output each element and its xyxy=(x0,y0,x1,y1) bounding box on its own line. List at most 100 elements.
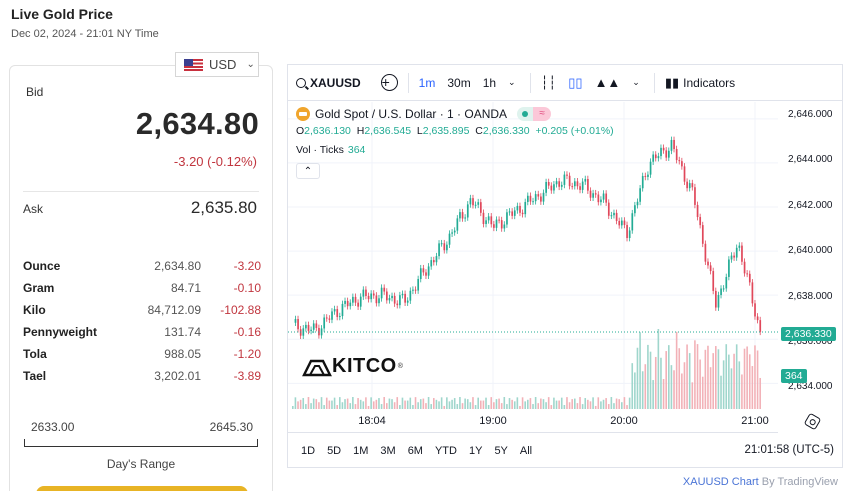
indicators-label: Indicators xyxy=(683,75,736,90)
divider xyxy=(23,191,259,192)
timeframe-more-chevron-icon[interactable]: ⌄ xyxy=(508,77,516,87)
unit-name: Gram xyxy=(23,281,55,295)
unit-name: Kilo xyxy=(23,303,46,317)
unit-change: -102.88 xyxy=(220,303,261,317)
legend-title: Gold Spot / U.S. Dollar · 1 · OANDA xyxy=(315,107,508,121)
divider xyxy=(407,72,409,93)
price-axis-label: 2,636.000 xyxy=(788,336,833,347)
unit-row-tola: Tola 988.05 -1.20 xyxy=(23,343,261,365)
high-value: 2,636.545 xyxy=(364,125,412,137)
range-5d[interactable]: 5D xyxy=(327,445,342,457)
chart-link[interactable]: XAUUSD Chart xyxy=(682,476,759,488)
time-axis[interactable]: 18:04 19:00 20:00 21:00 xyxy=(288,409,778,433)
currency-dropdown[interactable]: USD ⌄ xyxy=(175,52,259,77)
range-ytd[interactable]: YTD xyxy=(434,445,457,457)
area-chart-style-icon[interactable]: ▲▲ xyxy=(594,75,621,90)
unit-price: 3,202.01 xyxy=(154,369,201,383)
chart-clock[interactable]: 21:01:58 (UTC-5) xyxy=(744,444,834,456)
unit-change: -0.16 xyxy=(233,325,261,339)
unit-price: 988.05 xyxy=(164,347,201,361)
symbol-search-button[interactable]: XAUUSD xyxy=(296,76,361,90)
compare-add-button[interactable]: + xyxy=(380,74,398,91)
range-1y[interactable]: 1Y xyxy=(468,445,483,457)
chart-legend: Gold Spot / U.S. Dollar · 1 · OANDA ≈ xyxy=(296,107,552,121)
day-range-low: 2633.00 xyxy=(31,420,75,434)
kitco-watermark: KITCO ® xyxy=(302,355,403,378)
divider xyxy=(653,72,655,93)
delayed-data-icon: ≈ xyxy=(533,107,552,121)
range-all[interactable]: All xyxy=(519,445,533,457)
chevron-down-icon: ⌄ xyxy=(246,59,255,70)
unit-name: Tael xyxy=(23,369,47,383)
close-label: C xyxy=(475,125,483,137)
ask-label: Ask xyxy=(23,202,44,216)
market-status-pill[interactable]: ≈ xyxy=(517,107,552,121)
range-1m[interactable]: 1M xyxy=(353,445,369,457)
ohlc-values: O2,636.130 H2,636.545 L2,635.895 C2,636.… xyxy=(296,125,614,137)
indicators-button[interactable]: ▮▮ Indicators xyxy=(665,75,735,91)
symbol-label: XAUUSD xyxy=(310,75,361,90)
gold-icon xyxy=(296,107,310,121)
unit-change: -3.89 xyxy=(233,369,261,383)
market-open-dot-icon xyxy=(517,107,534,121)
open-value: 2,636.130 xyxy=(304,125,351,137)
range-3m[interactable]: 3M xyxy=(380,445,396,457)
unit-price: 84,712.09 xyxy=(147,303,201,317)
timeframe-1m[interactable]: 1m xyxy=(418,75,436,90)
chevron-up-icon: ⌃ xyxy=(303,166,313,177)
unit-price-table: Ounce 2,634.80 -3.20 Gram 84.71 -0.10 Ki… xyxy=(23,255,261,387)
chart-toolbar: XAUUSD + 1m 30m 1h ⌄ ┆┆ ▯▯ ▲▲ ⌄ ▮▮ Indic… xyxy=(288,65,842,101)
open-label: O xyxy=(296,125,305,137)
attribution-by: By TradingView xyxy=(758,476,838,488)
chart-style-chevron-icon[interactable]: ⌄ xyxy=(632,77,640,87)
indicators-icon: ▮▮ xyxy=(664,74,680,90)
page-title: Live Gold Price xyxy=(11,6,113,22)
chart-settings-gear-icon[interactable] xyxy=(803,412,822,431)
price-axis-label: 2,634.000 xyxy=(788,381,833,392)
unit-price: 2,634.80 xyxy=(154,259,201,273)
range-6m[interactable]: 6M xyxy=(407,445,423,457)
ask-value: 2,635.80 xyxy=(190,198,257,217)
tradingview-attribution: XAUUSD Chart By TradingView xyxy=(683,476,838,488)
kitco-logo-icon xyxy=(302,359,332,376)
bid-change: -3.20 (-0.12%) xyxy=(173,154,257,169)
day-range-label: Day's Range xyxy=(106,457,176,471)
low-label: L xyxy=(416,125,423,137)
range-1d[interactable]: 1D xyxy=(301,445,316,457)
close-value: 2,636.330 xyxy=(482,125,530,137)
unit-row-kilo: Kilo 84,712.09 -102.88 xyxy=(23,299,261,321)
volume-value: 364 xyxy=(347,144,366,156)
unit-change: -1.20 xyxy=(233,347,261,361)
time-axis-label: 20:00 xyxy=(610,415,638,427)
unit-name: Ounce xyxy=(23,259,61,273)
registered-mark: ® xyxy=(397,363,403,370)
time-axis-label: 21:00 xyxy=(741,415,769,427)
change-value: +0.205 (+0.01%) xyxy=(535,125,614,137)
bid-label: Bid xyxy=(26,85,44,99)
range-5y[interactable]: 5Y xyxy=(494,445,508,457)
day-range-bar xyxy=(24,439,258,447)
price-plot[interactable] xyxy=(288,102,778,409)
timeframe-1h[interactable]: 1h xyxy=(482,75,497,90)
price-axis-label: 2,644.000 xyxy=(788,154,833,165)
volume-tag: 364 xyxy=(781,369,807,383)
time-axis-label: 19:00 xyxy=(479,415,507,427)
candlestick-chart-style-icon[interactable]: ▯▯ xyxy=(568,74,583,90)
page-timestamp: Dec 02, 2024 - 21:01 NY Time xyxy=(11,28,159,40)
collapse-legend-button[interactable]: ⌃ xyxy=(296,163,320,179)
unit-name: Tola xyxy=(23,347,47,361)
divider xyxy=(529,72,531,93)
bid-value: 2,634.80 xyxy=(135,106,259,141)
unit-row-gram: Gram 84.71 -0.10 xyxy=(23,277,261,299)
day-range-high: 2645.30 xyxy=(209,420,253,434)
price-axis-label: 2,638.000 xyxy=(788,291,833,302)
unit-price: 84.71 xyxy=(170,281,201,295)
currency-value: USD xyxy=(209,57,237,72)
kitco-wordmark: KITCO xyxy=(332,355,397,377)
us-flag-icon xyxy=(184,58,203,71)
range-bar: 1D 5D 1M 3M 6M YTD 1Y 5Y All 21:01:58 (U… xyxy=(288,434,842,468)
bar-chart-style-icon[interactable]: ┆┆ xyxy=(540,74,557,90)
action-button[interactable] xyxy=(36,486,248,491)
price-card: Bid 2,634.80 -3.20 (-0.12%) Ask 2,635.80… xyxy=(9,65,273,491)
timeframe-30m[interactable]: 30m xyxy=(447,75,471,90)
